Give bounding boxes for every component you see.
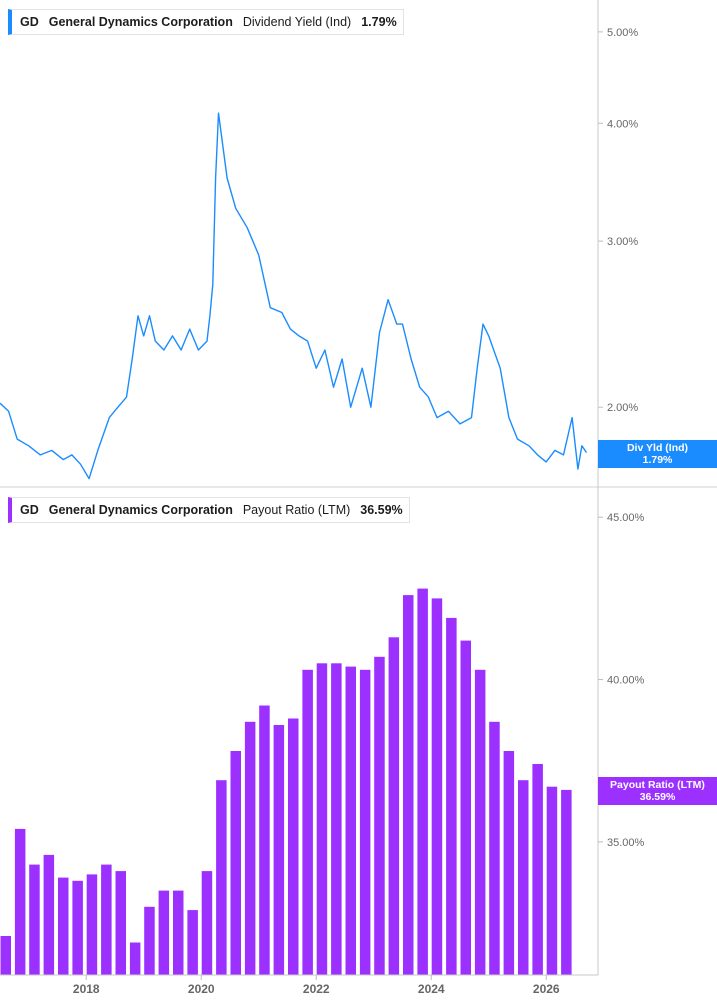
payout-ratio-panel: [0, 588, 572, 975]
payout-bar: [489, 721, 500, 975]
payout-bar: [474, 669, 486, 975]
payout-bar: [187, 910, 198, 975]
payout-bar: [345, 666, 356, 975]
payout-ratio-last-value-tag: Payout Ratio (LTM) 36.59%: [598, 776, 717, 805]
payout-bar: [144, 906, 155, 975]
legend-ticker: GD: [20, 503, 39, 517]
payout-bar: [532, 764, 543, 975]
payout-bar: [72, 880, 83, 975]
payout-bar: [331, 663, 342, 975]
tag-value: 1.79%: [642, 453, 673, 466]
payout-bar: [129, 942, 141, 975]
dividend-yield-panel: [0, 112, 588, 480]
payout-bar: [29, 864, 40, 975]
tag-label: Div Yld (Ind): [626, 441, 689, 454]
payout-bar: [86, 874, 98, 975]
payout-bar: [244, 721, 256, 975]
y-tick-label: 5.00%: [607, 27, 638, 39]
tag-value: 36.59%: [639, 790, 676, 803]
y-tick-label: 2.00%: [607, 402, 638, 414]
payout-bar: [288, 718, 299, 975]
payout-bar: [316, 663, 328, 975]
payout-bar: [115, 871, 126, 975]
x-tick-label: 2024: [418, 982, 445, 996]
x-tick-label: 2026: [533, 982, 560, 996]
payout-bar: [259, 705, 270, 975]
legend-ticker: GD: [20, 15, 39, 29]
payout-bar: [417, 588, 428, 975]
payout-bar: [388, 637, 400, 975]
payout-bar: [101, 864, 112, 975]
dividend-yield-line: [0, 112, 588, 480]
payout-bar: [201, 871, 213, 975]
legend-company-name: General Dynamics Corporation: [48, 15, 233, 29]
dividend-yield-legend: GD General Dynamics Corporation Dividend…: [8, 9, 404, 35]
payout-bar: [546, 786, 558, 975]
payout-bar: [58, 877, 69, 975]
payout-bar: [158, 890, 170, 975]
payout-bar: [460, 640, 471, 975]
payout-bar: [14, 828, 26, 975]
legend-value: 36.59%: [360, 503, 403, 517]
payout-bar: [403, 595, 414, 975]
legend-metric: Dividend Yield (Ind): [242, 15, 352, 29]
y-tick-label: 3.00%: [607, 236, 638, 248]
payout-bar: [446, 617, 457, 975]
legend-metric: Payout Ratio (LTM): [242, 503, 351, 517]
dividend-yield-last-value-tag: Div Yld (Ind) 1.79%: [598, 439, 717, 468]
tag-label: Payout Ratio (LTM): [610, 778, 705, 791]
payout-bar: [273, 725, 285, 975]
payout-bar: [230, 751, 241, 975]
payout-ratio-legend: GD General Dynamics Corporation Payout R…: [8, 497, 410, 523]
payout-bar: [561, 789, 572, 975]
payout-bar: [359, 669, 371, 975]
x-tick-label: 2020: [188, 982, 215, 996]
payout-bar: [518, 780, 529, 975]
payout-bar: [374, 656, 385, 975]
x-tick-label: 2022: [303, 982, 330, 996]
payout-bar: [0, 936, 11, 975]
y-tick-label: 35.00%: [607, 837, 645, 849]
x-tick-label: 2018: [73, 982, 100, 996]
payout-bar: [216, 780, 227, 975]
payout-bar: [173, 890, 184, 975]
legend-value: 1.79%: [361, 15, 397, 29]
y-tick-label: 4.00%: [607, 118, 638, 130]
payout-bar: [302, 669, 313, 975]
payout-bar: [503, 751, 515, 975]
y-tick-label: 40.00%: [607, 675, 645, 687]
payout-bar: [43, 854, 55, 975]
legend-company-name: General Dynamics Corporation: [48, 503, 233, 517]
y-tick-label: 45.00%: [607, 512, 645, 524]
payout-bar: [431, 598, 443, 975]
